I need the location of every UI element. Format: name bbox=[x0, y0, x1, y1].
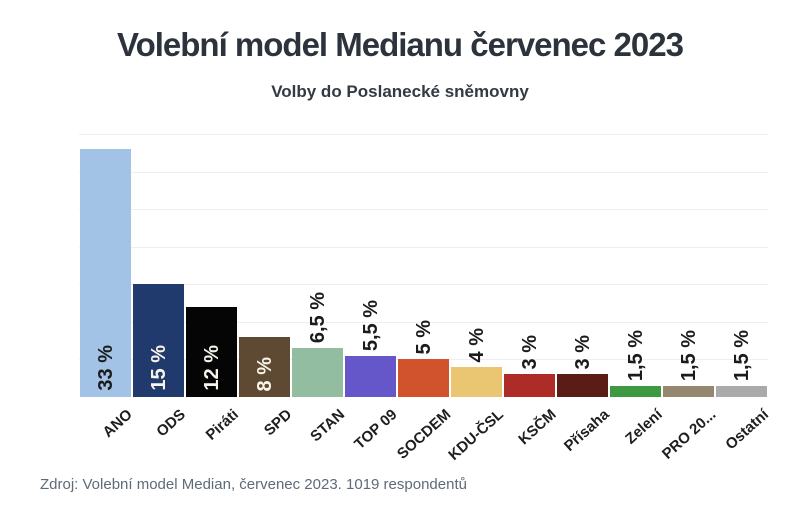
x-axis-label-pir-ti: Piráti bbox=[202, 406, 242, 444]
bar-value-text: 3 % bbox=[571, 334, 594, 369]
bar-ks-m[interactable] bbox=[504, 374, 555, 397]
bar-value-label: 1,5 % bbox=[715, 330, 768, 381]
bar-value-label: 1,5 % bbox=[662, 330, 715, 381]
bar-cell: 1,5 % bbox=[609, 134, 662, 397]
bar-cell: 4 % bbox=[450, 134, 503, 397]
x-axis-cell: TOP 09 bbox=[344, 397, 401, 473]
bar-spd[interactable] bbox=[239, 337, 290, 397]
bar-ods[interactable] bbox=[133, 284, 184, 397]
bar-kdu-sl[interactable] bbox=[451, 367, 502, 397]
bar-socdem[interactable] bbox=[398, 359, 449, 397]
bar-value-text: 1,5 % bbox=[730, 329, 753, 381]
gridline-30 bbox=[79, 172, 768, 173]
x-axis-cell: KSČM bbox=[503, 397, 560, 473]
bar-cell: 3 % bbox=[556, 134, 609, 397]
x-axis-label-ano: ANO bbox=[99, 406, 136, 441]
chart-title: Volební model Medianu červenec 2023 bbox=[117, 26, 684, 63]
bar-value-label: 5 % bbox=[397, 320, 450, 354]
bar-cell: 12 % bbox=[185, 134, 238, 397]
bar-value-text: 3 % bbox=[518, 334, 541, 369]
x-axis-cell: ANO bbox=[79, 397, 136, 473]
chart-subtitle: Volby do Poslanecké sněmovny bbox=[271, 82, 529, 101]
bar-p-saha[interactable] bbox=[557, 374, 608, 397]
bar-cell: 5 % bbox=[397, 134, 450, 397]
x-axis-label-pro-20: PRO 20... bbox=[658, 406, 719, 463]
gridline-35 bbox=[79, 134, 768, 135]
bar-value-label: 5,5 % bbox=[344, 300, 397, 351]
bar-cell: 15 % bbox=[132, 134, 185, 397]
x-axis-label-zelen: Zelení bbox=[622, 406, 666, 448]
bar-value-text: 6,5 % bbox=[306, 291, 329, 343]
bar-cell: 3 % bbox=[503, 134, 556, 397]
bar-value-text: 4 % bbox=[465, 327, 488, 362]
x-axis-cell: Piráti bbox=[185, 397, 242, 473]
bar-zelen[interactable] bbox=[610, 386, 661, 397]
bar-ano[interactable] bbox=[80, 149, 131, 397]
x-axis-label-socdem: SOCDEM bbox=[393, 406, 454, 463]
bar-value-text: 15 % bbox=[147, 345, 170, 391]
x-axis-label-top-09: TOP 09 bbox=[351, 406, 401, 453]
bar-value-label: 15 % bbox=[132, 345, 185, 391]
bar-value-text: 1,5 % bbox=[624, 329, 647, 381]
bar-cell: 33 % bbox=[79, 134, 132, 397]
gridline-15 bbox=[79, 284, 768, 285]
bar-value-label: 4 % bbox=[450, 328, 503, 362]
x-axis-cell: ODS bbox=[132, 397, 189, 473]
bar-value-text: 1,5 % bbox=[677, 329, 700, 381]
bar-value-label: 6,5 % bbox=[291, 292, 344, 343]
bar-value-label: 12 % bbox=[185, 345, 238, 391]
bar-value-label: 8 % bbox=[238, 357, 291, 391]
bar-ostatn[interactable] bbox=[716, 386, 767, 397]
x-axis-label-ods: ODS bbox=[153, 406, 189, 441]
x-axis-cell: PRO 20... bbox=[659, 397, 719, 473]
bar-value-label: 1,5 % bbox=[609, 330, 662, 381]
x-axis-cell: Zelení bbox=[609, 397, 666, 473]
x-axis-label-p-saha: Přísaha bbox=[561, 406, 613, 455]
bar-stan[interactable] bbox=[292, 348, 343, 397]
bar-value-label: 33 % bbox=[79, 345, 132, 391]
x-axis-cell: Ostatní bbox=[715, 397, 772, 473]
x-axis-cell: KDU-ČSL bbox=[445, 397, 507, 473]
bar-value-text: 33 % bbox=[94, 345, 117, 391]
bar-cell: 6,5 % bbox=[291, 134, 344, 397]
bar-pro-20[interactable] bbox=[663, 386, 714, 397]
gridline-20 bbox=[79, 247, 768, 248]
gridline-10 bbox=[79, 322, 768, 323]
bar-value-label: 3 % bbox=[556, 335, 609, 369]
source-note: Zdroj: Volební model Median, červenec 20… bbox=[40, 476, 467, 493]
x-axis-label-spd: SPD bbox=[260, 406, 295, 440]
bar-cell: 1,5 % bbox=[715, 134, 768, 397]
bar-value-text: 8 % bbox=[253, 356, 276, 391]
bar-series: 33 % 15 % 12 % 8 % 6,5 % 5,5 % 5 % 4 % 3 % 3 % 1,5… bbox=[79, 134, 768, 397]
bar-value-text: 5,5 % bbox=[359, 299, 382, 351]
bar-value-text: 5 % bbox=[412, 319, 435, 354]
gridline-25 bbox=[79, 209, 768, 210]
x-axis-label-stan: STAN bbox=[306, 406, 348, 446]
x-axis-label-ostatn: Ostatní bbox=[722, 406, 772, 454]
x-axis-cell: SOCDEM bbox=[394, 397, 454, 473]
x-axis-cell: SPD bbox=[238, 397, 295, 473]
x-axis-label-kdu-sl: KDU-ČSL bbox=[445, 406, 507, 464]
x-axis-cell: STAN bbox=[291, 397, 348, 473]
bar-top-09[interactable] bbox=[345, 356, 396, 397]
x-axis: ANO ODS Piráti SPD STAN TOP 09 SOCDEM KDU-ČSL KS… bbox=[79, 397, 772, 473]
bar-value-label: 3 % bbox=[503, 335, 556, 369]
x-axis-cell: Přísaha bbox=[556, 397, 613, 473]
bar-cell: 5,5 % bbox=[344, 134, 397, 397]
bar-cell: 8 % bbox=[238, 134, 291, 397]
bar-cell: 1,5 % bbox=[662, 134, 715, 397]
x-axis-label-ks-m: KSČM bbox=[515, 406, 560, 449]
plot-area: 33 % 15 % 12 % 8 % 6,5 % 5,5 % 5 % 4 % 3 % 3 % 1,5… bbox=[79, 134, 768, 397]
bar-pir-ti[interactable] bbox=[186, 307, 237, 397]
bar-value-text: 12 % bbox=[200, 345, 223, 391]
